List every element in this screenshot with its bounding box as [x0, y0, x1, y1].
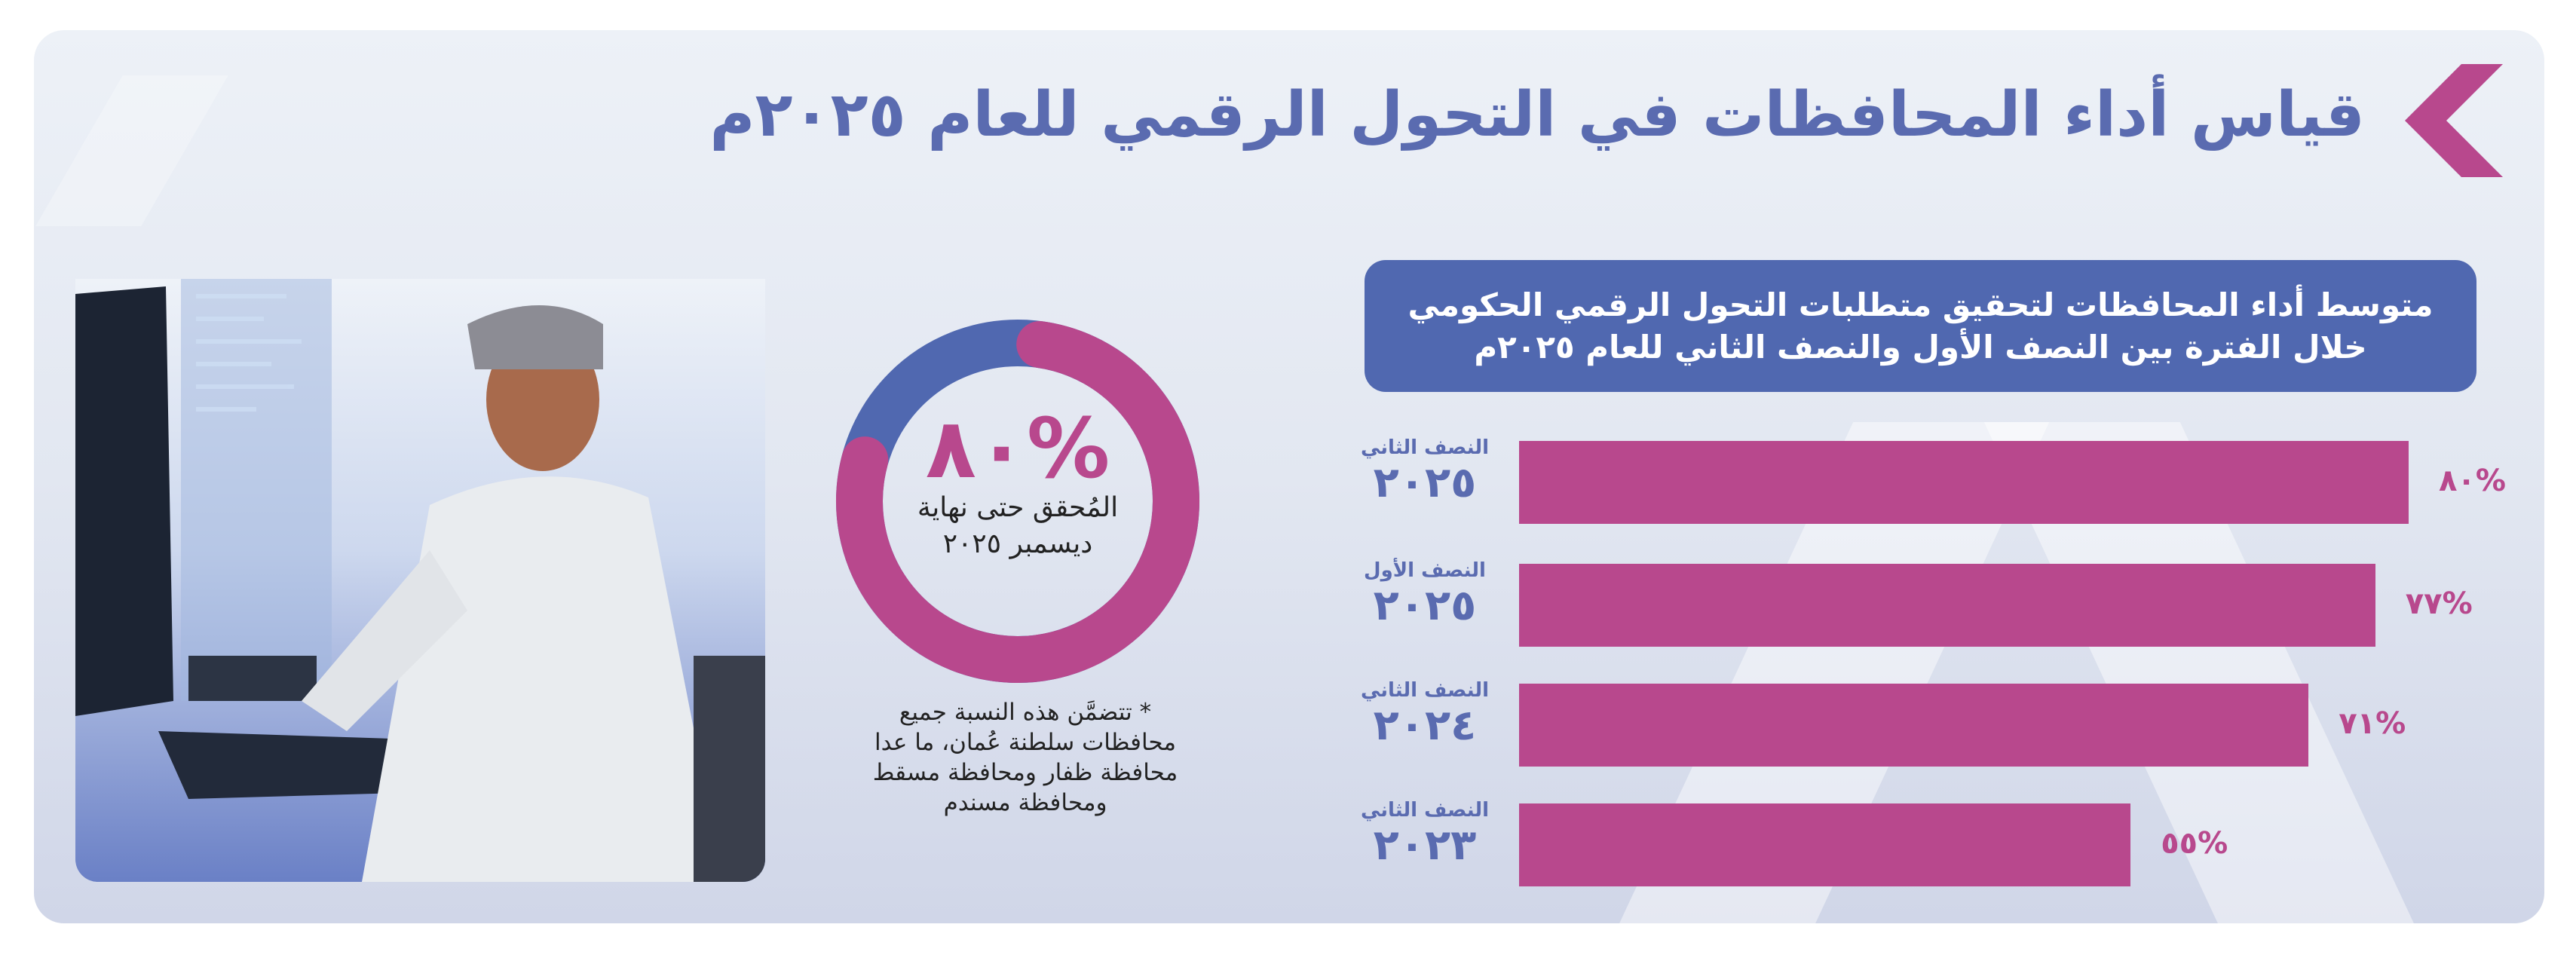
- bar-value-label: %٧١: [2339, 706, 2406, 741]
- donut-center-label: %٨٠ المُحقق حتى نهاية ديسمبر ٢٠٢٥: [867, 407, 1169, 562]
- footnote-line: * تتضمَّن هذه النسبة جميع: [899, 699, 1152, 726]
- bar-category-label: النصف الثاني ٢٠٢٥: [1349, 436, 1500, 507]
- year-label: ٢٠٢٥: [1373, 581, 1477, 630]
- bar-category-label: النصف الثاني ٢٠٢٤: [1349, 679, 1500, 750]
- half-label: النصف الثاني: [1360, 679, 1490, 702]
- bar: [1519, 684, 2309, 767]
- achievement-donut-chart: [836, 320, 1199, 683]
- footnote-line: ومحافظة مسندم: [943, 789, 1107, 816]
- bar-value-label: %٧٧: [2405, 586, 2473, 621]
- bar-category-label: النصف الأول ٢٠٢٥: [1349, 559, 1500, 630]
- bar: [1519, 564, 2375, 647]
- chart-title: متوسط أداء المحافظات لتحقيق متطلبات التح…: [1407, 286, 2434, 323]
- half-label: النصف الثاني: [1360, 799, 1490, 822]
- chart-subtitle: خلال الفترة بين النصف الأول والنصف الثان…: [1474, 328, 2367, 366]
- achieved-percent: %٨٠: [925, 400, 1110, 497]
- half-label: النصف الأول: [1364, 559, 1486, 582]
- page-title: قياس أداء المحافظات في التحول الرقمي للع…: [709, 79, 2365, 151]
- chart-title-box: متوسط أداء المحافظات لتحقيق متطلبات التح…: [1365, 260, 2476, 392]
- donut-achieved-segment: [836, 320, 1199, 683]
- bar: [1519, 803, 2131, 886]
- chevron-left-icon: [2405, 64, 2503, 177]
- year-label: ٢٠٢٥: [1373, 458, 1477, 507]
- achieved-caption-line2: ديسمبر ٢٠٢٥: [942, 528, 1093, 559]
- bar-value-label: %٨٠: [2439, 464, 2506, 498]
- bar-value-label: %٥٥: [2161, 826, 2228, 861]
- year-label: ٢٠٢٣: [1373, 821, 1477, 870]
- achieved-caption-line1: المُحقق حتى نهاية: [917, 492, 1119, 523]
- footnote-line: محافظات سلطنة عُمان، ما عدا: [874, 729, 1177, 756]
- bar-category-label: النصف الثاني ٢٠٢٣: [1349, 799, 1500, 870]
- year-label: ٢٠٢٤: [1373, 701, 1477, 750]
- man-at-computer-image: [75, 279, 765, 882]
- half-label: النصف الثاني: [1360, 436, 1490, 459]
- footnote: * تتضمَّن هذه النسبة جميع محافظات سلطنة …: [814, 697, 1236, 818]
- bar: [1519, 441, 2409, 524]
- footnote-line: محافظة ظفار ومحافظة مسقط: [872, 759, 1178, 786]
- background-chevron: [35, 75, 228, 226]
